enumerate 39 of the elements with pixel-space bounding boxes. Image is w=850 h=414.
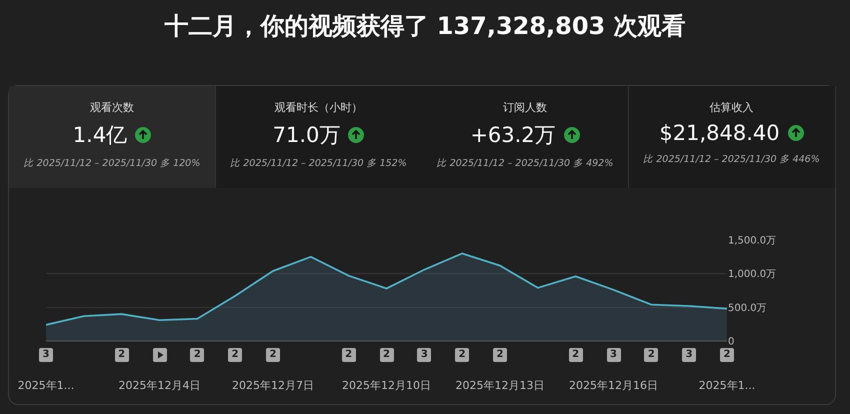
text: 2 [190,348,204,362]
text: 2 [342,348,356,362]
text: 比 2025/11/12 – 2025/11/30 多 446% [642,153,821,166]
text: 71.0万 [272,122,340,149]
text: 观看次数 [89,100,135,115]
y-tick-label: 0 [728,336,734,348]
text: 2 [114,348,129,362]
text: 2 [228,348,242,362]
text: 比 2025/11/12 – 2025/11/30 多 120% [22,157,202,170]
text: 2 [266,348,280,362]
text: 3 [606,348,620,362]
x-tick-label: 2025年1... [18,379,74,392]
text: 观看时长（小时） [274,100,364,115]
text: $21,848.40 [659,121,780,145]
x-tick-label: 2025年12月13日 [456,379,544,392]
text: 3 [682,348,696,362]
text: 估算收入 [708,100,754,115]
text: 比 2025/11/12 – 2025/11/30 多 492% [436,157,614,170]
text: 2 [720,348,734,362]
x-tick-label: 2025年1... [698,379,756,392]
x-tick-label: 2025年12月4日 [118,379,200,392]
text: 1.4亿 [72,122,128,149]
text: 比 2025/11/12 – 2025/11/30 多 152% [229,157,408,170]
y-tick-label: 1,000.0万 [728,269,776,280]
x-tick-label: 2025年12月7日 [232,379,314,392]
text: 十二月，你的视频获得了 137,328,803 次观看 [163,11,687,42]
text: 3 [417,348,432,362]
text: 2 [644,348,658,362]
text: 2 [568,348,583,362]
x-tick-label: 2025年12月10日 [342,379,431,392]
y-tick-label: 500.0万 [728,302,767,314]
y-tick-label: 1,500.0万 [728,236,776,246]
text: 2 [493,348,507,362]
text: 2 [380,348,394,362]
text: 3 [39,348,53,362]
text: +63.2万 [470,122,556,149]
text: 2 [455,348,470,362]
text: 订阅人数 [502,100,548,115]
x-tick-label: 2025年12月16日 [569,379,658,392]
